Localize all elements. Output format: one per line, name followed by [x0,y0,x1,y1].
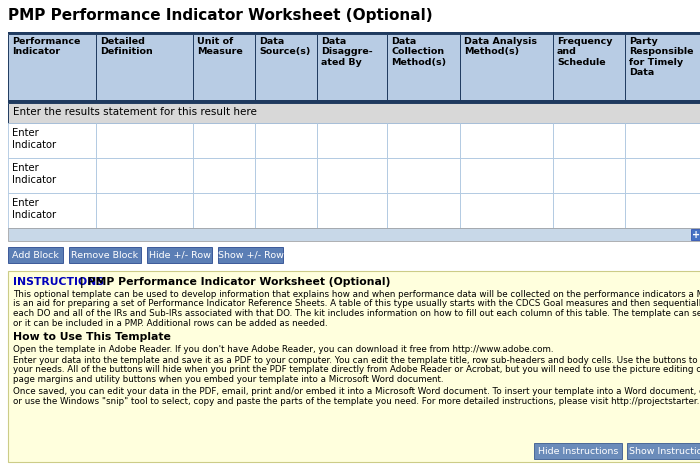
Text: Show +/- Row: Show +/- Row [218,250,284,260]
Text: is an aid for preparing a set of Performance Indicator Reference Sheets. A table: is an aid for preparing a set of Perform… [13,299,700,309]
Bar [553,193,625,228]
Text: Performance
Indicator: Performance Indicator [12,37,81,57]
Bar [534,443,622,459]
Bar [387,34,460,100]
Bar [218,247,283,263]
Text: Open the template in Adobe Reader. If you don't have Adobe Reader, you can downl: Open the template in Adobe Reader. If yo… [13,345,554,354]
Bar [460,158,553,193]
Bar [96,34,193,100]
Bar [317,123,387,158]
Text: Detailed
Definition: Detailed Definition [100,37,153,57]
Bar [460,34,553,100]
Bar [317,158,387,193]
Bar [625,34,700,100]
Text: Data Analysis
Method(s): Data Analysis Method(s) [464,37,537,57]
Text: your needs. All of the buttons will hide when you print the PDF template directl: your needs. All of the buttons will hide… [13,366,700,375]
Bar [625,123,700,158]
Text: or it can be included in a PMP. Additional rows can be added as needed.: or it can be included in a PMP. Addition… [13,318,328,327]
Bar [553,123,625,158]
Text: Enter your data into the template and save it as a PDF to your computer. You can: Enter your data into the template and sa… [13,356,700,365]
Bar [627,443,700,459]
Text: Enter the results statement for this result here: Enter the results statement for this res… [13,107,257,117]
Bar [8,271,700,462]
Bar [8,247,63,263]
Text: Frequency
and
Schedule: Frequency and Schedule [557,37,612,67]
Bar [460,193,553,228]
Text: Enter
Indicator: Enter Indicator [12,163,56,184]
Bar [625,193,700,228]
Text: PMP Performance Indicator Worksheet (Optional): PMP Performance Indicator Worksheet (Opt… [8,8,433,23]
Bar [8,158,96,193]
Bar [8,103,700,123]
Bar [8,193,96,228]
Bar [96,123,193,158]
Text: +: + [692,230,700,240]
Text: Data
Collection
Method(s): Data Collection Method(s) [391,37,446,67]
Text: Enter
Indicator: Enter Indicator [12,198,56,219]
Bar [193,123,255,158]
Text: How to Use This Template: How to Use This Template [13,332,171,342]
Text: or use the Windows "snip" tool to select, copy and paste the parts of the templa: or use the Windows "snip" tool to select… [13,397,700,406]
Bar [96,193,193,228]
Bar [691,229,700,240]
Bar [460,123,553,158]
Text: Hide +/- Row: Hide +/- Row [148,250,211,260]
Text: page margins and utility buttons when you embed your template into a Microsoft W: page margins and utility buttons when yo… [13,375,444,384]
Bar [255,158,317,193]
Text: Enter
Indicator: Enter Indicator [12,128,56,149]
Bar [625,158,700,193]
Bar [255,34,317,100]
Text: Data
Disaggre-
ated By: Data Disaggre- ated By [321,37,372,67]
Bar [255,123,317,158]
Text: Hide Instructions: Hide Instructions [538,446,618,455]
Bar [553,34,625,100]
Text: | PMP Performance Indicator Worksheet (Optional): | PMP Performance Indicator Worksheet (O… [76,277,391,288]
Bar [8,34,96,100]
Bar [8,228,700,241]
Text: Once saved, you can edit your data in the PDF, email, print and/or embed it into: Once saved, you can edit your data in th… [13,388,700,396]
Text: Party
Responsible
for Timely
Data: Party Responsible for Timely Data [629,37,694,77]
Bar [317,34,387,100]
Bar [193,34,255,100]
Text: each DO and all of the IRs and Sub-IRs associated with that DO. The kit includes: each DO and all of the IRs and Sub-IRs a… [13,309,700,318]
Bar [553,158,625,193]
Bar [317,193,387,228]
Text: Add Block: Add Block [12,250,59,260]
Bar [8,123,96,158]
Bar [387,158,460,193]
Bar [8,100,700,103]
Bar [255,193,317,228]
Text: Data
Source(s): Data Source(s) [259,37,310,57]
Bar [193,193,255,228]
Bar [8,32,700,34]
Text: INSTRUCTIONS: INSTRUCTIONS [13,277,104,287]
Text: This optional template can be used to develop information that explains how and : This optional template can be used to de… [13,290,700,299]
Text: Show Instructions: Show Instructions [629,446,700,455]
Text: Remove Block: Remove Block [71,250,139,260]
Bar [387,123,460,158]
Text: Unit of
Measure: Unit of Measure [197,37,243,57]
Bar [69,247,141,263]
Bar [96,158,193,193]
Bar [387,193,460,228]
Bar [193,158,255,193]
Bar [147,247,212,263]
